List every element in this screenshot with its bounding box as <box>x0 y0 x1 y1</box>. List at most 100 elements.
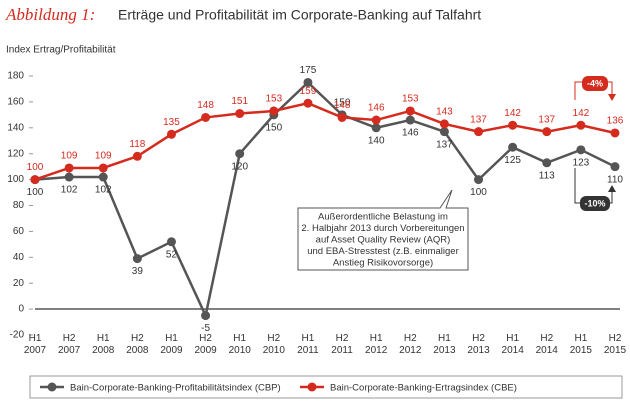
note-line: 2. Halbjahr 2013 durch Vorbereitungen <box>301 223 464 234</box>
data-label: 159 <box>300 86 317 97</box>
point <box>474 127 484 137</box>
y-tick-label: -20 <box>10 330 25 341</box>
point <box>405 115 415 125</box>
point <box>303 77 313 87</box>
point <box>610 162 620 172</box>
cbp-arrow <box>608 185 616 192</box>
data-label: 110 <box>607 174 623 185</box>
legend-marker <box>47 382 57 392</box>
point <box>405 106 415 116</box>
data-label: 150 <box>334 97 351 108</box>
note-line: auf Asset Quality Review (AQR) <box>316 235 451 246</box>
y-tick-label: 180 <box>7 71 24 82</box>
point <box>508 142 518 152</box>
data-label: 113 <box>539 170 555 181</box>
y-tick-label: 0 <box>18 304 24 315</box>
point <box>371 123 381 133</box>
point <box>235 109 245 119</box>
point <box>303 98 313 108</box>
point <box>201 112 211 122</box>
x-tick-label: H2 2013 <box>467 333 490 356</box>
x-tick-label: H1 2015 <box>569 333 592 356</box>
x-tick-label: H1 2012 <box>365 333 388 356</box>
x-tick-label: H2 2010 <box>262 333 285 356</box>
y-tick-label: 20 <box>13 278 25 289</box>
point <box>98 163 108 173</box>
point <box>166 237 176 247</box>
x-tick-label: H2 2008 <box>126 333 149 356</box>
data-label: 137 <box>470 114 487 125</box>
point <box>576 120 586 130</box>
y-axis-label: Index Ertrag/Profitabilität <box>6 45 116 56</box>
data-label: 135 <box>163 117 180 128</box>
point <box>610 128 620 138</box>
data-label: 123 <box>573 157 590 168</box>
y-tick-label: 80 <box>13 200 25 211</box>
point <box>337 112 347 122</box>
point <box>166 129 176 139</box>
data-label: 137 <box>436 139 453 150</box>
cbe-arrow <box>608 94 616 101</box>
data-label: 100 <box>27 162 44 173</box>
data-label: 137 <box>538 114 555 125</box>
cbp-change-box <box>580 196 610 211</box>
x-tick-label: H1 2009 <box>160 333 183 356</box>
data-label: 109 <box>61 151 78 162</box>
point <box>576 145 586 155</box>
legend-label: Bain-Corporate-Banking-Ertragsindex (CBE… <box>330 383 517 394</box>
y-tick-label: 140 <box>7 122 24 133</box>
data-label: 175 <box>300 65 317 76</box>
chart-title: Erträge und Profitabilität im Corporate-… <box>118 7 481 23</box>
point <box>542 158 552 168</box>
data-label: 143 <box>436 107 453 118</box>
point <box>132 254 142 264</box>
data-label: 151 <box>231 96 248 107</box>
data-label: 146 <box>368 103 385 114</box>
data-label: 142 <box>504 108 521 119</box>
x-tick-label: H1 2008 <box>92 333 115 356</box>
note-line: Außerordentliche Belastung im <box>318 212 448 223</box>
series-line <box>34 80 616 320</box>
data-label: 136 <box>607 116 624 127</box>
data-label: 148 <box>334 100 351 111</box>
data-label: 100 <box>470 187 487 198</box>
y-tick-label: 100 <box>7 174 24 185</box>
data-label: 142 <box>573 108 590 119</box>
note-line: Anstieg Risikovorsorge) <box>333 258 433 269</box>
point <box>64 172 74 182</box>
point <box>508 120 518 130</box>
x-tick-label: H1 2010 <box>228 333 251 356</box>
point <box>201 311 211 321</box>
point <box>439 119 449 129</box>
x-tick-label: H2 2014 <box>535 333 558 356</box>
point <box>132 151 142 161</box>
x-tick-label: H1 2011 <box>297 333 319 356</box>
legend-marker <box>307 382 317 392</box>
y-tick-label: 60 <box>13 226 25 237</box>
data-label: 153 <box>402 94 419 105</box>
data-label: 39 <box>132 266 144 277</box>
data-label: 52 <box>166 249 178 260</box>
data-label: 153 <box>265 94 282 105</box>
point <box>30 175 40 185</box>
x-tick-label: H1 2014 <box>501 333 524 356</box>
x-tick-label: H2 2011 <box>331 333 353 356</box>
point <box>371 115 381 125</box>
data-label: 146 <box>402 128 419 139</box>
legend-label: Bain-Corporate-Banking-Profitabilitätsin… <box>70 383 281 394</box>
data-label: 118 <box>129 139 145 150</box>
cbe-change: -4% <box>587 78 603 88</box>
data-label: 120 <box>231 161 248 172</box>
point <box>269 106 279 116</box>
title-prefix: Abbildung 1: <box>5 5 95 24</box>
x-tick-label: H2 2012 <box>399 333 422 356</box>
data-label: 109 <box>95 151 112 162</box>
point <box>439 127 449 137</box>
legend-box <box>29 375 623 399</box>
x-tick-label: H1 2013 <box>433 333 456 356</box>
note-line: und EBA-Stresstest (z.B. einmaliger <box>307 246 459 257</box>
data-label: 148 <box>197 100 214 111</box>
point <box>542 127 552 137</box>
